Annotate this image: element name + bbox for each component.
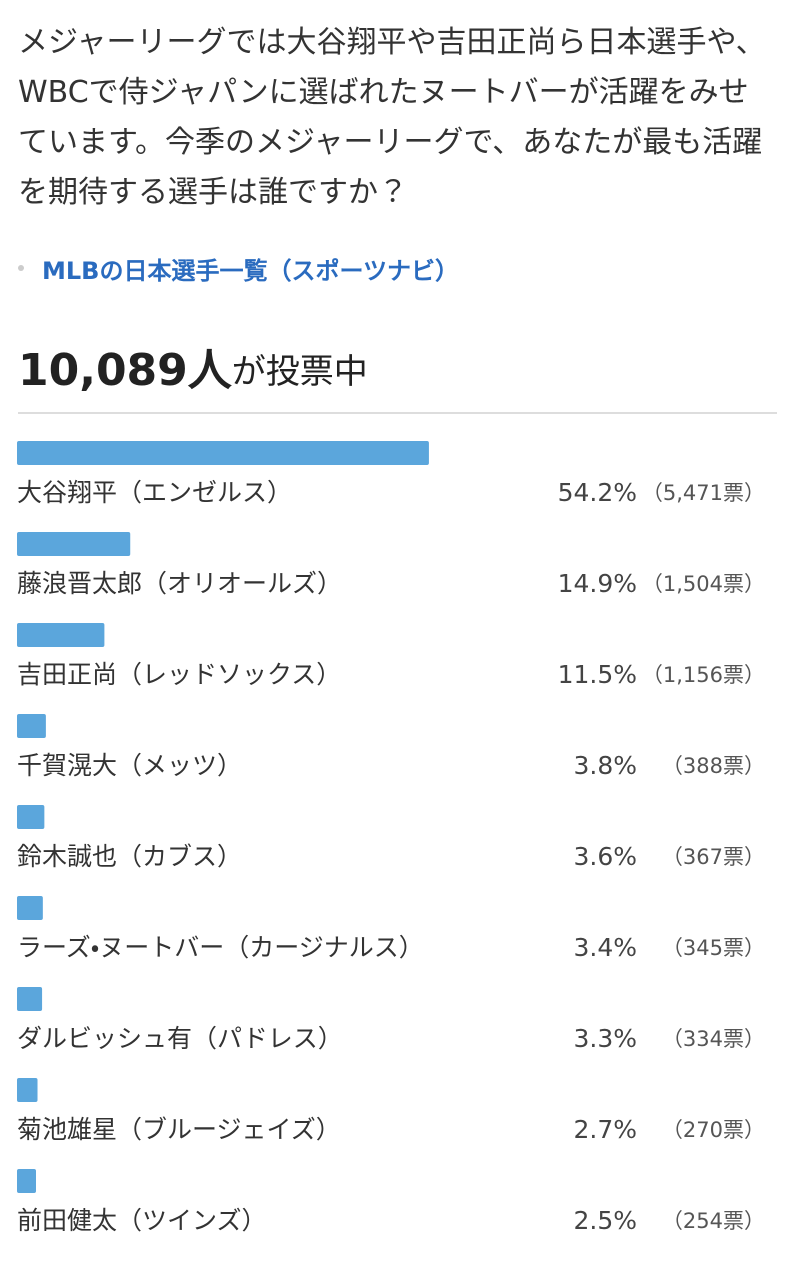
total-suffix: が投票中 <box>232 352 368 392</box>
percent-label: 2.7% <box>573 1115 637 1144</box>
vote-label: （5,471票） <box>642 481 765 505</box>
total: 10,089人が投票中 <box>18 345 368 396</box>
option-label: ダルビッシュ有（パドレス） <box>17 1024 343 1053</box>
question: メジャーリーグでは大谷翔平や吉田正尚ら日本選手や、WBCで侍ジャパンに選ばれたヌ… <box>18 25 766 210</box>
link[interactable]: MLBの日本選手一覧（スポーツナビ） <box>42 257 459 285</box>
bar <box>17 987 43 1011</box>
option-label: 菊池雄星（ブルージェイズ） <box>17 1115 341 1144</box>
percent-label: 3.8% <box>573 751 637 780</box>
bar <box>17 714 46 738</box>
percent-label: 14.9% <box>558 569 637 598</box>
vote-label: （367票） <box>662 845 765 869</box>
percent-label: 2.5% <box>573 1206 637 1235</box>
vote-label: （1,156票） <box>642 663 765 687</box>
bar <box>17 532 131 556</box>
bar <box>17 1169 36 1193</box>
percent-label: 3.6% <box>573 842 637 871</box>
bar <box>17 441 429 465</box>
option-label: 大谷翔平（エンゼルス） <box>17 478 292 507</box>
option-label: 吉田正尚（レッドソックス） <box>17 660 341 689</box>
option-label: ラーズ・ヌートバー（カージナルス） <box>17 933 424 962</box>
option-label: 千賀滉大（メッツ） <box>17 751 242 780</box>
vote-label: （334票） <box>662 1027 765 1051</box>
bullet <box>18 265 24 271</box>
percent-label: 54.2% <box>558 478 637 507</box>
vote-label: （270票） <box>662 1118 765 1142</box>
vote-label: （254票） <box>662 1209 765 1233</box>
vote-label: （345票） <box>662 936 765 960</box>
percent-label: 3.4% <box>573 933 637 962</box>
option-label: 前田健太（ツインズ） <box>17 1206 267 1235</box>
percent-label: 3.3% <box>573 1024 637 1053</box>
total-count: 10,089人 <box>18 345 233 396</box>
bar <box>17 623 105 647</box>
vote-label: （1,504票） <box>642 572 765 596</box>
option-label: 鈴木誠也（カブス） <box>17 842 242 871</box>
option-label: 藤浪晋太郎（オリオールズ） <box>17 569 342 598</box>
bar <box>17 1078 38 1102</box>
bar <box>17 896 43 920</box>
vote-label: （388票） <box>662 754 765 778</box>
bar <box>17 805 45 829</box>
percent-label: 11.5% <box>558 660 637 689</box>
